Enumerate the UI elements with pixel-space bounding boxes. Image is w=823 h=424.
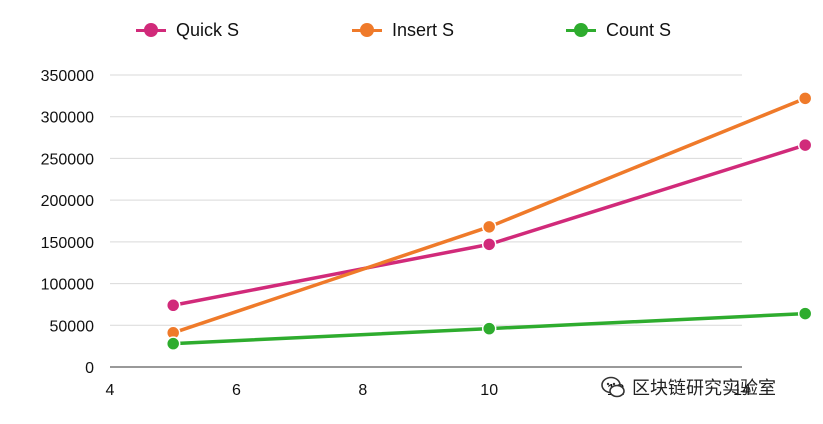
series-line-insert-s	[171, 96, 807, 335]
legend-label-insert-s: Insert S	[392, 19, 455, 40]
y-tick-label: 50000	[50, 318, 95, 335]
watermark: 区块链研究实验室	[600, 374, 776, 400]
data-point-insert-s	[797, 91, 813, 106]
x-tick-label: 4	[106, 382, 115, 399]
legend-swatch-count-s	[564, 18, 598, 42]
y-tick-label: 250000	[41, 151, 94, 168]
y-tick-label: 300000	[41, 110, 94, 127]
legend-item-insert-s: Insert S	[350, 18, 454, 42]
x-tick-label: 6	[232, 382, 241, 399]
data-point-quick-s	[165, 298, 181, 313]
x-tick-label: 8	[358, 382, 367, 399]
x-tick-label: 10	[480, 382, 498, 399]
legend-item-quick-s: Quick S	[134, 18, 239, 42]
data-point-quick-s	[797, 137, 813, 153]
y-tick-label: 150000	[41, 235, 94, 252]
y-tick-label: 100000	[41, 277, 94, 294]
x-tick-label: 14	[733, 382, 751, 399]
y-tick-label: 200000	[41, 193, 94, 210]
data-point-count-s	[165, 336, 181, 351]
data-point-count-s	[797, 306, 813, 321]
y-tick-label: 350000	[41, 68, 94, 85]
data-point-quick-s	[481, 237, 497, 252]
watermark-text: 区块链研究实验室	[632, 378, 776, 398]
data-point-count-s	[481, 321, 497, 336]
legend-swatch-quick-s	[134, 18, 168, 42]
wechat-icon	[601, 376, 625, 398]
legend-item-count-s: Count S	[564, 18, 671, 42]
legend-label-quick-s: Quick S	[176, 19, 240, 40]
data-point-insert-s	[481, 219, 497, 235]
y-tick-label: 0	[85, 360, 94, 377]
legend-swatch-insert-s	[350, 18, 384, 42]
legend-label-count-s: Count S	[606, 19, 672, 40]
